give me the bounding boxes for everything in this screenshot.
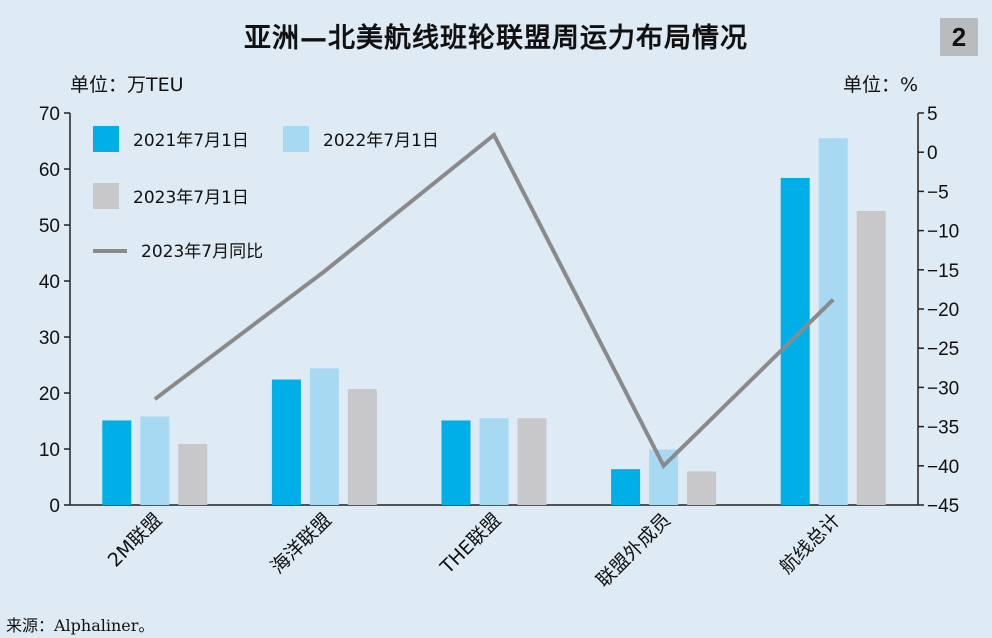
right-tick-label: −30 <box>927 378 959 399</box>
right-axis-unit: 单位：% <box>842 74 918 96</box>
left-tick-label: 50 <box>39 216 60 237</box>
left-tick-label: 0 <box>49 496 60 517</box>
category-label: 联盟外成员 <box>592 509 675 592</box>
bar-3-4 <box>687 471 717 505</box>
bar-3-5 <box>856 211 886 505</box>
bar-1-4 <box>611 469 641 505</box>
bar-3-1 <box>178 443 208 505</box>
right-tick-label: −35 <box>927 418 959 439</box>
right-tick-label: −15 <box>927 261 959 282</box>
source-note: 来源：Alphaliner。 <box>6 616 155 635</box>
right-tick-label: −10 <box>927 222 959 243</box>
legend-swatch-2 <box>283 126 309 152</box>
legend-label-4: 2023年7月同比 <box>141 242 263 262</box>
left-tick-label: 20 <box>39 384 60 405</box>
figure-number-badge: 2 <box>940 18 978 56</box>
legend-label-1: 2021年7月1日 <box>133 131 249 151</box>
yoy-line <box>153 131 835 470</box>
category-label: 海洋联盟 <box>267 509 336 578</box>
category-label: THE联盟 <box>436 509 506 579</box>
legend-swatch-3 <box>93 183 119 209</box>
bar-2-5 <box>818 138 848 505</box>
legend-swatch-1 <box>93 126 119 152</box>
left-tick-label: 40 <box>39 272 60 293</box>
left-axis-unit: 单位：万TEU <box>70 74 184 96</box>
legend-label-3: 2023年7月1日 <box>133 188 249 208</box>
legend-label-2: 2022年7月1日 <box>323 131 439 151</box>
right-tick-label: 5 <box>927 104 938 125</box>
bar-3-3 <box>517 418 547 505</box>
left-tick-label: 10 <box>39 440 60 461</box>
chart-title: 亚洲—北美航线班轮联盟周运力布局情况 <box>244 23 748 54</box>
bar-1-3 <box>441 420 471 505</box>
right-tick-label: −20 <box>927 300 959 321</box>
bar-1-5 <box>780 177 810 505</box>
bar-2-3 <box>479 418 509 505</box>
bar-1-1 <box>102 420 132 505</box>
left-tick-label: 70 <box>39 104 60 125</box>
right-tick-label: −25 <box>927 339 959 360</box>
left-tick-label: 30 <box>39 328 60 349</box>
bar-1-2 <box>271 379 301 505</box>
category-label: 2M联盟 <box>104 509 167 572</box>
right-tick-label: 0 <box>927 143 938 164</box>
bar-3-2 <box>347 389 377 505</box>
bar-2-2 <box>309 368 339 505</box>
category-label: 航线总计 <box>775 509 844 578</box>
right-tick-label: −45 <box>927 496 959 517</box>
right-tick-label: −5 <box>927 182 949 203</box>
right-tick-label: −40 <box>927 457 959 478</box>
bar-2-1 <box>140 416 170 505</box>
left-tick-label: 60 <box>39 160 60 181</box>
